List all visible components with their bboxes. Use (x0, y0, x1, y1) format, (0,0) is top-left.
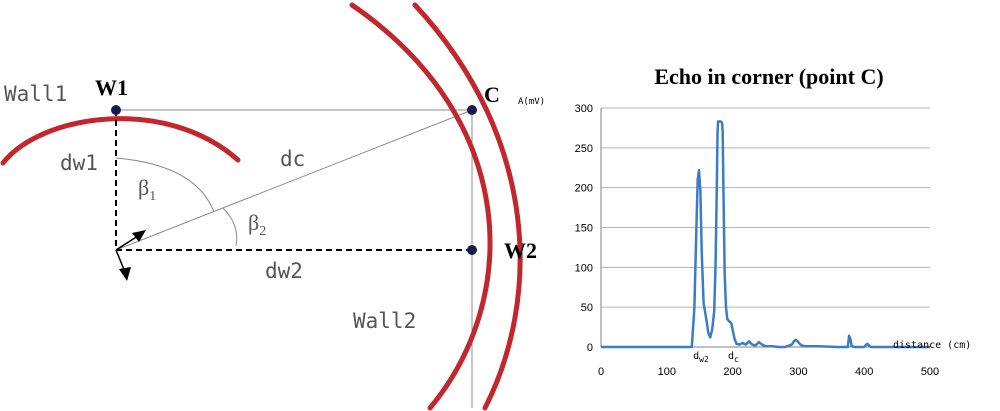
y-tick-label: 250 (575, 143, 593, 155)
dw2-label: dw2 (265, 259, 303, 283)
x-tick-label: 200 (723, 366, 741, 378)
geometry-diagram: Wall1 Wall2 W1 W2 C dw1 dw2 dc β1 β2 (0, 2, 537, 411)
wall2-outer-arc (412, 2, 523, 411)
w2-label: W2 (504, 238, 537, 263)
c-label: C (484, 82, 500, 107)
dw1-label: dw1 (60, 151, 98, 175)
chart-gridlines (601, 107, 930, 308)
distance-marker-label: dc (728, 351, 739, 364)
wall1-label: Wall1 (4, 82, 67, 106)
echo-chart: Echo in corner (point C) A(mV) 0 50 100 150… (518, 64, 971, 378)
chart-y-axis-label: A(mV) (518, 97, 545, 107)
x-tick-label: 400 (855, 366, 873, 378)
chart-x-tick-labels: 0 100 200 300 400 500 (598, 366, 939, 378)
x-tick-label: 300 (789, 366, 807, 378)
chart-y-tick-labels: 0 50 100 150 200 250 300 (575, 103, 593, 354)
chart-title: Echo in corner (point C) (654, 64, 883, 89)
x-tick-label: 500 (921, 366, 939, 378)
point-c (467, 105, 477, 115)
y-tick-label: 50 (581, 302, 593, 314)
beta1-arc (115, 157, 215, 213)
w1-label: W1 (95, 75, 128, 100)
sensor-arrowhead-down (119, 267, 131, 281)
beta2-label: β2 (248, 210, 266, 239)
dc-label: dc (280, 147, 305, 171)
chart-x-axis-label: distance (cm) (893, 340, 971, 351)
beta1-label: β1 (138, 175, 156, 204)
x-tick-label: 100 (658, 366, 676, 378)
point-w2 (467, 245, 477, 255)
y-tick-label: 100 (575, 262, 593, 274)
wall2-inner-arc (349, 2, 493, 411)
y-tick-label: 150 (575, 223, 593, 235)
wall1-arc (0, 116, 241, 166)
dc-line (115, 109, 473, 251)
y-tick-label: 300 (575, 103, 593, 115)
chart-series (601, 120, 930, 349)
echo-series-line (601, 120, 930, 349)
sensor-arrowhead-up (132, 230, 146, 242)
distance-marker-label: dw2 (693, 351, 709, 364)
point-w1 (111, 105, 121, 115)
wall2-label: Wall2 (353, 309, 416, 333)
chart-distance-markers: dw2 dc (693, 351, 739, 364)
beta2-arc (222, 207, 238, 247)
x-tick-label: 0 (598, 366, 604, 378)
y-tick-label: 200 (575, 183, 593, 195)
y-tick-label: 0 (587, 342, 593, 354)
